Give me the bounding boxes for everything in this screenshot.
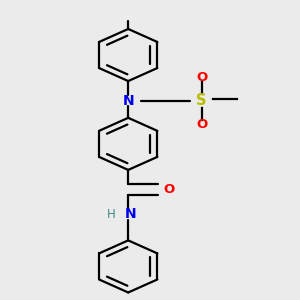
Text: N: N [124, 207, 136, 221]
Text: H: H [107, 208, 116, 221]
Text: O: O [196, 118, 207, 131]
Text: S: S [196, 94, 207, 109]
Text: O: O [164, 183, 175, 196]
Text: N: N [122, 94, 134, 108]
Text: O: O [196, 70, 207, 84]
